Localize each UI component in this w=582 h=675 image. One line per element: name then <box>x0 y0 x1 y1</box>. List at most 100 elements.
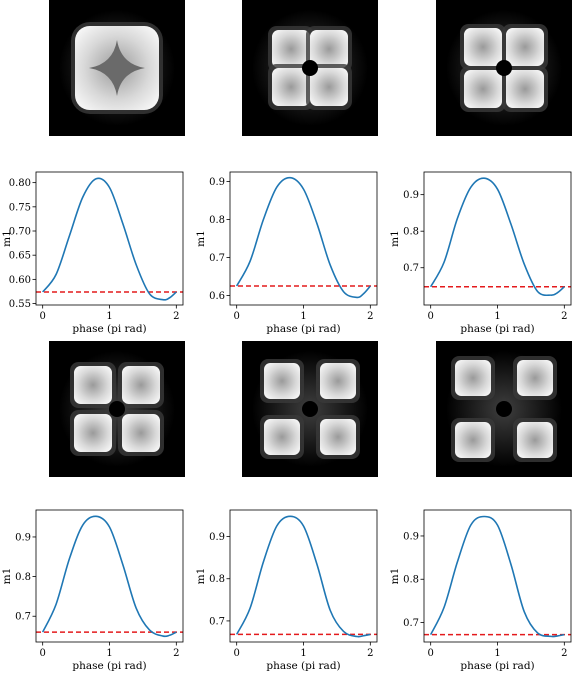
y-tick-label: 0.75 <box>9 202 31 213</box>
m1-phase-plot: 0 1 2 0.7 0.8 0.9 phase (pi rad) m1 <box>388 506 582 675</box>
x-tick-label: 0 <box>233 648 239 659</box>
intensity-image <box>242 341 378 477</box>
axes-frame <box>423 509 572 643</box>
m1-phase-plot: 0 1 2 0.7 0.8 0.9 phase (pi rad) m1 <box>0 506 194 675</box>
intensity-image <box>49 341 185 477</box>
y-tick-label: 0.70 <box>9 227 31 238</box>
x-tick-label: 1 <box>494 648 500 659</box>
series-line <box>235 515 371 638</box>
intensity-image <box>436 0 572 136</box>
x-axis-label: phase (pi rad) <box>460 660 534 672</box>
bright-lobe <box>506 70 544 108</box>
series-line <box>429 177 565 297</box>
y-tick-label: 0.80 <box>9 178 31 189</box>
bright-lobe <box>122 366 160 404</box>
center-hole <box>496 60 512 76</box>
y-tick-label: 0.8 <box>403 575 419 586</box>
intensity-svg <box>436 0 572 136</box>
x-tick-label: 0 <box>39 311 45 322</box>
y-tick-label: 0.55 <box>9 299 31 310</box>
x-axis-label: phase (pi rad) <box>266 660 340 672</box>
intensity-image <box>49 0 185 136</box>
plot-svg: 0 1 2 0.7 0.8 0.9 phase (pi rad) m1 <box>389 509 572 672</box>
bright-lobe <box>455 422 491 458</box>
x-tick-label: 0 <box>39 648 45 659</box>
y-axis-label: m1 <box>389 230 401 247</box>
m1-phase-plot: 0 1 2 0.55 0.60 0.65 0.70 0.75 0.80 phase (pi rad… <box>0 168 194 338</box>
bright-lobe <box>320 363 356 399</box>
axes-frame <box>423 171 572 306</box>
bright-lobe <box>264 363 300 399</box>
x-axis-label: phase (pi rad) <box>266 323 340 335</box>
star-hole <box>89 40 145 96</box>
y-axis-label: m1 <box>1 230 13 247</box>
x-tick-label: 1 <box>300 311 306 322</box>
y-tick-label: 0.9 <box>209 532 225 543</box>
y-tick-label: 0.6 <box>209 291 225 302</box>
y-tick-label: 0.7 <box>209 253 225 264</box>
bright-lobe <box>320 419 356 455</box>
x-tick-label: 1 <box>300 648 306 659</box>
x-tick-label: 0 <box>233 311 239 322</box>
intensity-image <box>242 0 378 136</box>
series-line <box>42 177 177 301</box>
intensity-svg <box>49 0 185 136</box>
x-tick-label: 1 <box>106 648 112 659</box>
y-axis-label: m1 <box>195 568 207 585</box>
y-tick-label: 0.8 <box>15 572 31 583</box>
series-line <box>235 176 371 299</box>
bright-lobe <box>506 28 544 66</box>
y-axis-label: m1 <box>195 230 207 247</box>
bright-lobe <box>455 360 491 396</box>
y-tick-label: 0.60 <box>9 275 31 286</box>
bright-lobe <box>310 68 348 106</box>
axes-frame <box>229 509 378 643</box>
x-axis-label: phase (pi rad) <box>72 660 146 672</box>
bright-lobe <box>517 422 553 458</box>
m1-phase-plot: 0 1 2 0.7 0.8 0.9 phase (pi rad) m1 <box>194 506 388 675</box>
y-tick-label: 0.7 <box>403 263 419 274</box>
y-tick-label: 0.7 <box>209 616 225 627</box>
y-tick-label: 0.8 <box>209 574 225 585</box>
x-axis-label: phase (pi rad) <box>72 323 146 335</box>
y-tick-label: 0.9 <box>403 190 419 201</box>
plot-svg: 0 1 2 0.7 0.8 0.9 phase (pi rad) m1 <box>1 509 184 672</box>
center-hole <box>302 401 318 417</box>
y-tick-label: 0.8 <box>403 227 419 238</box>
intensity-svg <box>436 341 572 477</box>
bright-lobe <box>310 30 348 68</box>
plot-svg: 0 1 2 0.7 0.8 0.9 phase (pi rad) m1 <box>389 171 572 335</box>
y-tick-label: 0.7 <box>15 612 31 623</box>
bright-lobe <box>464 28 502 66</box>
y-tick-label: 0.9 <box>403 531 419 542</box>
x-tick-label: 2 <box>367 648 373 659</box>
bright-lobe <box>74 414 112 452</box>
x-tick-label: 2 <box>173 311 179 322</box>
bright-lobe <box>122 414 160 452</box>
m1-phase-plot: 0 1 2 0.6 0.7 0.8 0.9 phase (pi rad) m1 <box>194 168 388 338</box>
x-axis-label: phase (pi rad) <box>460 323 534 335</box>
intensity-image <box>436 341 572 477</box>
y-tick-label: 0.9 <box>209 177 225 188</box>
x-tick-label: 2 <box>367 311 373 322</box>
y-tick-label: 0.8 <box>209 215 225 226</box>
bright-lobe <box>464 70 502 108</box>
x-tick-label: 1 <box>494 311 500 322</box>
x-tick-label: 0 <box>427 648 433 659</box>
center-hole <box>496 401 512 417</box>
x-tick-label: 2 <box>561 648 567 659</box>
bright-lobe <box>74 366 112 404</box>
m1-phase-plot: 0 1 2 0.7 0.8 0.9 phase (pi rad) m1 <box>388 168 582 338</box>
y-tick-label: 0.7 <box>403 618 419 629</box>
plot-svg: 0 1 2 0.7 0.8 0.9 phase (pi rad) m1 <box>195 509 378 672</box>
y-axis-label: m1 <box>1 568 13 585</box>
axes-frame <box>35 171 184 306</box>
plot-svg: 0 1 2 0.55 0.60 0.65 0.70 0.75 0.80 phase (pi rad… <box>1 171 184 335</box>
plot-svg: 0 1 2 0.6 0.7 0.8 0.9 phase (pi rad) m1 <box>195 171 378 335</box>
intensity-svg <box>242 341 378 477</box>
series-line <box>429 515 565 638</box>
x-tick-label: 1 <box>106 311 112 322</box>
bright-lobe <box>517 360 553 396</box>
series-line <box>41 515 177 638</box>
axes-frame <box>229 171 378 306</box>
